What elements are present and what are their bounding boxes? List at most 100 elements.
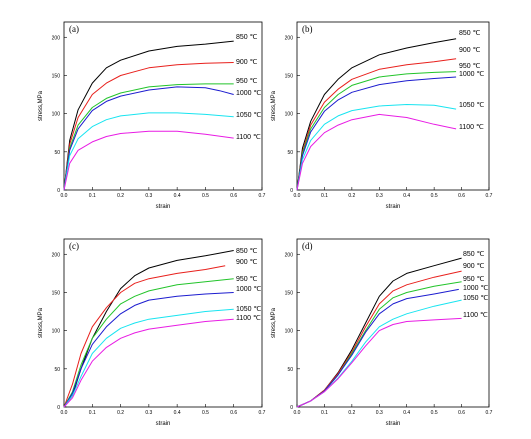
series-label: 950 ℃ bbox=[459, 63, 481, 70]
x-tick-label: 0.4 bbox=[403, 410, 410, 416]
panel-label: (d) bbox=[302, 241, 313, 251]
plot-frame bbox=[63, 21, 263, 191]
x-tick-label: 0.3 bbox=[376, 193, 383, 199]
series-label: 950 ℃ bbox=[236, 276, 258, 283]
y-axis-label: stress,MPa bbox=[271, 307, 277, 338]
series-label: 1050 ℃ bbox=[459, 102, 485, 109]
series-line-2 bbox=[296, 71, 457, 191]
x-tick-label: 0.4 bbox=[174, 193, 181, 199]
x-tick-label: 0.7 bbox=[486, 193, 493, 199]
x-tick-label: 0.7 bbox=[486, 410, 493, 416]
series-line-5 bbox=[63, 318, 234, 408]
series-line-3 bbox=[63, 86, 234, 191]
plot-frame bbox=[296, 238, 490, 408]
series-label: 1050 ℃ bbox=[236, 112, 262, 119]
series-line-2 bbox=[63, 83, 234, 191]
y-tick-label: 0 bbox=[290, 188, 293, 194]
panel-label: (a) bbox=[69, 24, 79, 34]
series-label: 900 ℃ bbox=[236, 259, 258, 266]
x-tick-label: 0.7 bbox=[259, 410, 266, 416]
x-tick-label: 0.4 bbox=[403, 193, 410, 199]
y-tick-label: 100 bbox=[52, 329, 61, 335]
series-label: 1100 ℃ bbox=[236, 315, 261, 322]
series-label: 1000 ℃ bbox=[459, 71, 485, 78]
x-axis-label: strain bbox=[156, 204, 171, 210]
y-tick-label: 100 bbox=[285, 112, 294, 118]
series-line-4 bbox=[296, 299, 462, 408]
series-line-5 bbox=[296, 317, 462, 408]
y-tick-label: 200 bbox=[52, 252, 61, 258]
x-axis-label: strain bbox=[156, 421, 171, 427]
series-label: 1050 ℃ bbox=[463, 295, 489, 302]
x-axis-label: strain bbox=[386, 421, 401, 427]
series-line-4 bbox=[63, 308, 234, 408]
y-tick-label: 150 bbox=[285, 290, 294, 296]
y-tick-label: 50 bbox=[54, 367, 60, 373]
x-tick-label: 0.6 bbox=[230, 410, 237, 416]
series-label: 1100 ℃ bbox=[463, 312, 488, 319]
y-tick-label: 100 bbox=[52, 112, 61, 118]
x-tick-label: 0.1 bbox=[321, 410, 328, 416]
series-line-5 bbox=[296, 113, 457, 191]
x-tick-label: 0.0 bbox=[61, 410, 68, 416]
series-label: 850 ℃ bbox=[459, 30, 481, 37]
series-line-0 bbox=[63, 40, 234, 191]
series-label: 850 ℃ bbox=[236, 248, 258, 255]
series-line-0 bbox=[296, 257, 462, 408]
chart-panel-a: 0.0 0.1 0.2 0.3 0.4 0.5 0.6 0.7 0 50 100 150 200 stra… bbox=[38, 21, 266, 210]
x-tick-label: 0.3 bbox=[145, 193, 152, 199]
y-tick-label: 50 bbox=[54, 150, 60, 156]
x-tick-label: 0.0 bbox=[61, 193, 68, 199]
series-line-4 bbox=[63, 112, 234, 191]
series-label: 950 ℃ bbox=[463, 276, 485, 283]
x-tick-label: 0.6 bbox=[230, 193, 237, 199]
series-label: 900 ℃ bbox=[459, 47, 481, 54]
series-line-4 bbox=[296, 104, 457, 191]
y-tick-label: 0 bbox=[290, 405, 293, 411]
y-tick-label: 150 bbox=[285, 73, 294, 79]
y-tick-label: 200 bbox=[52, 35, 61, 41]
chart-panel-c: 0.0 0.1 0.2 0.3 0.4 0.5 0.6 0.7 0 50 100 150 200 stra… bbox=[38, 238, 266, 427]
x-tick-label: 0.3 bbox=[376, 410, 383, 416]
plot-frame bbox=[63, 238, 263, 408]
x-tick-label: 0.2 bbox=[117, 193, 124, 199]
series-label: 1100 ℃ bbox=[236, 134, 261, 141]
y-tick-label: 50 bbox=[287, 150, 293, 156]
series-label: 1000 ℃ bbox=[236, 90, 262, 97]
chart-panel-b: 0.0 0.1 0.2 0.3 0.4 0.5 0.6 0.7 0 50 100 150 200 stra… bbox=[271, 21, 493, 210]
y-tick-label: 100 bbox=[285, 329, 294, 335]
x-axis-label: strain bbox=[386, 204, 401, 210]
y-tick-label: 150 bbox=[52, 290, 61, 296]
series-label: 850 ℃ bbox=[463, 251, 485, 258]
x-tick-label: 0.0 bbox=[294, 410, 301, 416]
series-line-0 bbox=[296, 38, 457, 191]
series-label: 1000 ℃ bbox=[236, 286, 262, 293]
x-tick-label: 0.0 bbox=[294, 193, 301, 199]
y-tick-label: 150 bbox=[52, 73, 61, 79]
x-tick-label: 0.4 bbox=[174, 410, 181, 416]
x-tick-label: 0.1 bbox=[89, 193, 96, 199]
y-tick-label: 0 bbox=[57, 405, 60, 411]
x-tick-label: 0.1 bbox=[321, 193, 328, 199]
panel-label: (b) bbox=[302, 24, 313, 34]
series-line-2 bbox=[296, 281, 462, 408]
series-line-1 bbox=[63, 62, 234, 191]
y-axis-label: stress,MPa bbox=[38, 90, 44, 121]
x-tick-label: 0.2 bbox=[348, 193, 355, 199]
x-tick-label: 0.2 bbox=[117, 410, 124, 416]
chart-panel-d: 0.0 0.1 0.2 0.3 0.4 0.5 0.6 0.7 0 50 100 150 200 stra… bbox=[271, 238, 493, 427]
series-label: 900 ℃ bbox=[463, 263, 485, 270]
y-tick-label: 50 bbox=[287, 367, 293, 373]
y-tick-label: 200 bbox=[285, 35, 294, 41]
series-label: 850 ℃ bbox=[236, 34, 258, 41]
series-line-3 bbox=[63, 292, 234, 408]
series-label: 900 ℃ bbox=[236, 59, 258, 66]
series-line-5 bbox=[63, 130, 234, 191]
series-line-3 bbox=[296, 76, 457, 191]
series-label: 1000 ℃ bbox=[463, 285, 489, 292]
series-line-1 bbox=[63, 265, 226, 408]
x-tick-label: 0.5 bbox=[202, 410, 209, 416]
y-tick-label: 0 bbox=[57, 188, 60, 194]
series-label: 1100 ℃ bbox=[459, 124, 484, 131]
